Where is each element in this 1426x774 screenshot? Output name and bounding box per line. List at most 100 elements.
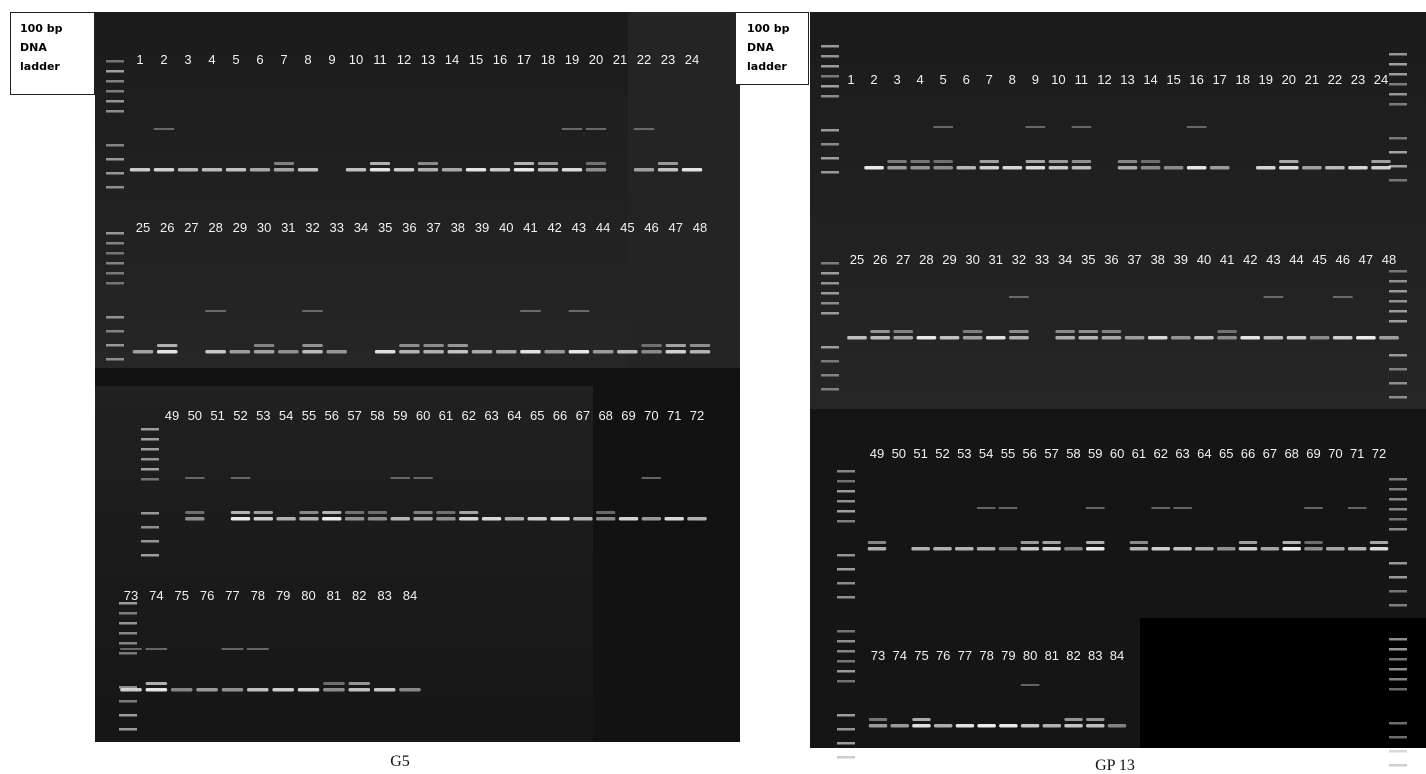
lane-number: 76	[936, 648, 950, 663]
band	[1333, 336, 1353, 340]
ladder-band	[837, 756, 855, 759]
ladder-band	[837, 520, 855, 523]
ladder-band	[837, 630, 855, 633]
band	[887, 166, 907, 170]
lane-number: 40	[499, 220, 513, 235]
band	[1086, 541, 1105, 544]
band	[887, 160, 907, 163]
band	[619, 517, 638, 521]
ladder-band	[1389, 310, 1407, 313]
band	[1148, 336, 1168, 340]
band	[472, 350, 493, 354]
lane-number: 59	[393, 408, 407, 423]
lane-number: 33	[1035, 252, 1049, 267]
band	[1049, 160, 1069, 163]
band	[1072, 160, 1092, 163]
band	[910, 160, 930, 163]
band	[1055, 336, 1075, 340]
lane-number: 39	[475, 220, 489, 235]
band	[1239, 547, 1258, 551]
band	[956, 724, 974, 728]
lane-number: 49	[165, 408, 179, 423]
ladder-band	[1389, 300, 1407, 303]
ladder-label: ladder	[747, 60, 787, 73]
lane-number: 9	[328, 52, 335, 67]
band	[368, 511, 387, 514]
band	[1108, 724, 1126, 728]
band	[1287, 336, 1307, 340]
band	[869, 724, 887, 728]
ladder-band	[106, 232, 124, 235]
lane-number: 35	[378, 220, 392, 235]
band	[1264, 336, 1284, 340]
ladder-band	[106, 330, 124, 333]
ladder-band	[821, 55, 839, 58]
lane-number: 41	[1220, 252, 1234, 267]
band	[1151, 507, 1170, 509]
lane-number: 53	[256, 408, 270, 423]
band	[1348, 507, 1367, 509]
band	[1333, 296, 1353, 298]
lane-number: 15	[1166, 72, 1180, 87]
band	[423, 350, 444, 354]
band	[1102, 336, 1122, 340]
lane-number: 10	[1051, 72, 1065, 87]
ladder-band	[1389, 638, 1407, 641]
lane-number: 50	[892, 446, 906, 461]
lane-number: 68	[1284, 446, 1298, 461]
band	[893, 336, 913, 340]
band	[1021, 684, 1039, 686]
band	[1217, 336, 1237, 340]
band	[1379, 336, 1399, 340]
lane-number: 27	[184, 220, 198, 235]
band	[999, 547, 1018, 551]
lane-number: 26	[160, 220, 174, 235]
lane-number: 7	[280, 52, 287, 67]
lane-number: 72	[690, 408, 704, 423]
band	[442, 168, 462, 172]
ladder-band	[821, 302, 839, 305]
lane-number: 20	[589, 52, 603, 67]
band	[299, 511, 318, 514]
lane-number: 44	[1289, 252, 1303, 267]
lane-number: 23	[661, 52, 675, 67]
lane-number: 33	[330, 220, 344, 235]
ladder-band	[821, 374, 839, 377]
lane-number: 16	[493, 52, 507, 67]
ladder-band	[106, 70, 124, 73]
band	[1009, 330, 1029, 333]
lane-number: 28	[208, 220, 222, 235]
band	[302, 350, 323, 354]
lane-number: 65	[530, 408, 544, 423]
lane-number: 64	[1197, 446, 1211, 461]
lane-number: 17	[1212, 72, 1226, 87]
ladder-band	[837, 742, 855, 745]
band	[934, 724, 952, 728]
ladder-band	[1389, 678, 1407, 681]
lane-number: 31	[989, 252, 1003, 267]
ladder-band	[1389, 528, 1407, 531]
band	[912, 718, 930, 721]
lane-number: 23	[1351, 72, 1365, 87]
lane-number: 3	[893, 72, 900, 87]
ladder-band	[821, 143, 839, 146]
lane-number: 47	[1359, 252, 1373, 267]
lane-number: 47	[669, 220, 683, 235]
band	[345, 511, 364, 514]
lane-number: 51	[210, 408, 224, 423]
band	[247, 688, 269, 692]
band	[1130, 541, 1149, 544]
lane-number: 64	[507, 408, 521, 423]
band	[322, 517, 341, 521]
band	[690, 344, 711, 347]
lane-number: 30	[257, 220, 271, 235]
lane-number: 78	[251, 588, 265, 603]
band	[272, 688, 294, 692]
band	[1325, 166, 1345, 170]
band	[1009, 296, 1029, 298]
ladder-band	[837, 640, 855, 643]
lane-number: 57	[1044, 446, 1058, 461]
band	[1371, 160, 1391, 163]
lane-number: 56	[325, 408, 339, 423]
ladder-label: 100 bp	[747, 22, 790, 35]
